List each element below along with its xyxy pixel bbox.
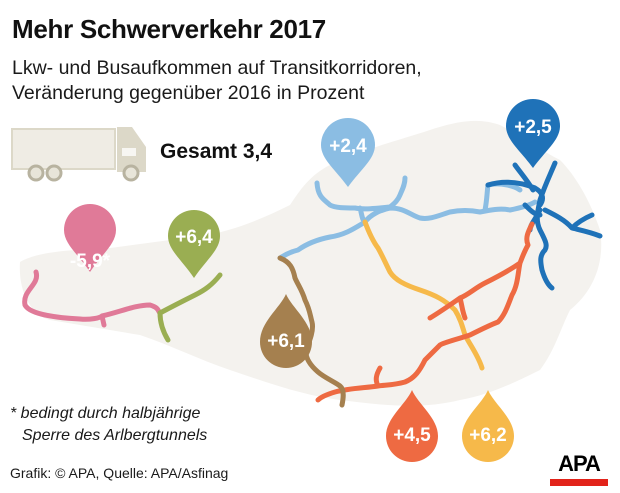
route-green bbox=[157, 272, 223, 343]
drop-south-red[interactable]: +4,5 bbox=[386, 390, 438, 462]
pin-label: +6,1 bbox=[267, 331, 305, 352]
pin-north-lightblue[interactable]: +2,4 bbox=[321, 118, 375, 187]
route-red bbox=[315, 221, 535, 403]
footnote: * bedingt durch halbjährige Sperre des A… bbox=[10, 403, 207, 447]
source-credit: Grafik: © APA, Quelle: APA/Asfinag bbox=[10, 465, 229, 481]
apa-logo-bar bbox=[550, 479, 608, 486]
drop-west-brown[interactable]: +6,1 bbox=[260, 294, 312, 368]
drop-south-yellow[interactable]: +6,2 bbox=[462, 390, 514, 462]
route-lightblue bbox=[277, 175, 538, 261]
footnote-line-1: * bedingt durch halbjährige bbox=[10, 405, 201, 422]
route-brown bbox=[277, 255, 346, 408]
pin-label: +2,5 bbox=[514, 117, 552, 138]
subtitle-line-1: Lkw- und Busaufkommen auf Transitkorrido… bbox=[12, 57, 422, 79]
footnote-line-2: Sperre des Arlbergtunnels bbox=[22, 427, 208, 444]
pin-label: +4,5 bbox=[393, 425, 431, 446]
chart-subtitle: Lkw- und Busaufkommen auf Transitkorrido… bbox=[12, 56, 422, 106]
pin-east-darkblue[interactable]: +2,5 bbox=[506, 99, 560, 168]
subtitle-line-2: Veränderung gegenüber 2016 in Prozent bbox=[12, 82, 365, 104]
truck-icon bbox=[11, 127, 146, 182]
pin-label: +6,2 bbox=[469, 425, 507, 446]
pin-label: +2,4 bbox=[329, 136, 367, 157]
pin-label: +6,4 bbox=[175, 227, 213, 248]
total-label: Gesamt 3,4 bbox=[160, 140, 273, 163]
apa-logo-text: APA bbox=[558, 451, 601, 476]
pin-west-green[interactable]: +6,4 bbox=[167, 209, 220, 278]
apa-logo: APA bbox=[550, 451, 608, 486]
chart-title: Mehr Schwerverkehr 2017 bbox=[12, 14, 326, 44]
pin-label: -5,9* bbox=[70, 251, 111, 272]
pin-west-pink[interactable]: -5,9* bbox=[64, 204, 116, 272]
